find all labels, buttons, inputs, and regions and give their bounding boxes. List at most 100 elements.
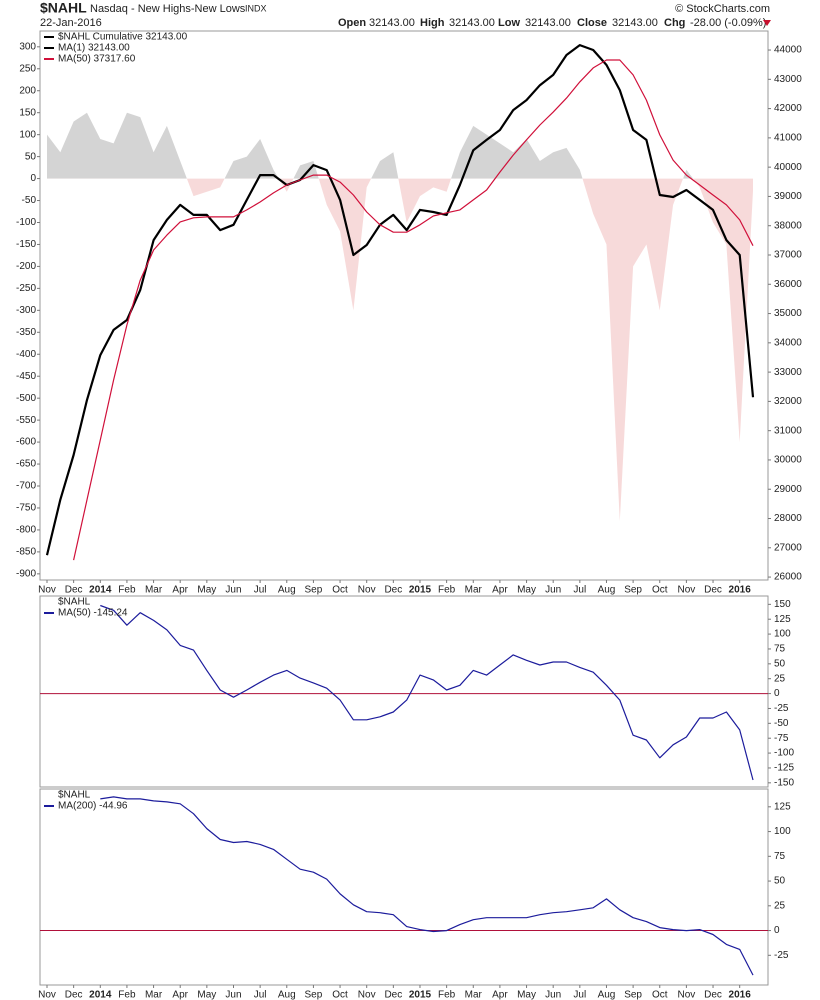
x-tick-label: Nov xyxy=(358,585,376,596)
x-tick-label: Jul xyxy=(573,585,586,596)
ohlc-label: High xyxy=(420,17,445,29)
y-tick-label: 200 xyxy=(19,85,36,96)
ohlc-label: Chg xyxy=(664,17,685,29)
y-tick-label: 100 xyxy=(774,629,791,640)
x-tick-label: Mar xyxy=(145,585,163,596)
x-tick-label: Apr xyxy=(172,585,188,596)
y-tick-label: 300 xyxy=(19,41,36,52)
x-tick-label: Jul xyxy=(254,585,267,596)
legend-swatch xyxy=(44,58,54,60)
date: 22-Jan-2016 xyxy=(40,17,102,29)
x-tick-label: Mar xyxy=(145,990,163,1000)
x-tick-label: Oct xyxy=(332,585,348,596)
legend-label: MA(200) -44.96 xyxy=(58,801,128,812)
y2-tick-label: 35000 xyxy=(774,308,802,319)
y-tick-label: -700 xyxy=(16,481,36,492)
y-tick-label: 25 xyxy=(774,900,786,911)
ma1-line xyxy=(46,44,754,556)
x-tick-label: Dec xyxy=(704,990,722,1000)
x-tick-label: Jun xyxy=(225,990,241,1000)
plot-frame xyxy=(39,30,769,581)
x-tick-label: May xyxy=(517,585,536,596)
x-tick-label: Apr xyxy=(492,585,508,596)
y2-tick-label: 30000 xyxy=(774,455,802,466)
y-tick-label: 0 xyxy=(30,173,36,184)
x-tick-label: Aug xyxy=(598,990,616,1000)
x-tick-label: Sep xyxy=(305,585,323,596)
x-tick-label: Apr xyxy=(492,990,508,1000)
legend-label: MA(50) -145.24 xyxy=(58,608,128,619)
y-tick-label: -300 xyxy=(16,305,36,316)
x-tick-label: Oct xyxy=(652,990,668,1000)
x-tick-label: May xyxy=(517,990,536,1000)
x-tick-label: Feb xyxy=(438,585,456,596)
description: Nasdaq - New Highs-New Lows xyxy=(90,3,246,15)
legend-swatch xyxy=(44,36,54,38)
x-tick-label: Sep xyxy=(305,990,323,1000)
exchange: INDX xyxy=(245,3,267,13)
y-tick-label: -350 xyxy=(16,327,36,338)
y-tick-label: -100 xyxy=(774,748,794,759)
y2-tick-label: 27000 xyxy=(774,542,802,553)
y-tick-label: -50 xyxy=(22,195,37,206)
x-tick-label: Jun xyxy=(545,990,561,1000)
x-tick-label: Jul xyxy=(254,990,267,1000)
y-tick-label: 125 xyxy=(774,614,791,625)
credit: © StockCharts.com xyxy=(675,3,770,15)
legend-label: $NAHL Cumulative 32143.00 xyxy=(58,32,188,43)
y-tick-label: 50 xyxy=(25,151,37,162)
y-tick-label: -650 xyxy=(16,459,36,470)
y-tick-label: -850 xyxy=(16,547,36,558)
y-tick-label: 100 xyxy=(19,129,36,140)
y2-tick-label: 38000 xyxy=(774,220,802,231)
y2-tick-label: 39000 xyxy=(774,191,802,202)
symbol: $NAHL xyxy=(40,0,87,16)
ma-line xyxy=(100,604,754,781)
legend-swatch xyxy=(44,805,54,807)
plot-frame xyxy=(39,595,769,788)
x-tick-label: Feb xyxy=(118,585,136,596)
y2-tick-label: 33000 xyxy=(774,367,802,378)
panel: -900-850-800-750-700-650-600-550-500-450… xyxy=(16,30,802,596)
x-tick-label: 2015 xyxy=(409,585,432,596)
y-tick-label: 0 xyxy=(774,688,780,699)
y2-tick-label: 42000 xyxy=(774,103,802,114)
ohlc-value: 32143.00 xyxy=(525,17,571,29)
y-tick-label: -75 xyxy=(774,733,789,744)
x-tick-label: Oct xyxy=(332,990,348,1000)
y-tick-label: -750 xyxy=(16,503,36,514)
ohlc-label: Open xyxy=(338,17,366,29)
y2-tick-label: 29000 xyxy=(774,484,802,495)
x-tick-label: 2016 xyxy=(729,585,752,596)
ohlc-value: 32143.00 xyxy=(612,17,658,29)
x-tick-label: Nov xyxy=(38,585,56,596)
x-tick-label: 2014 xyxy=(89,990,112,1000)
y-tick-label: -150 xyxy=(16,239,36,250)
x-tick-label: 2015 xyxy=(409,990,432,1000)
y-tick-label: -125 xyxy=(774,763,794,774)
x-tick-label: Mar xyxy=(465,990,483,1000)
y-tick-label: 50 xyxy=(774,876,786,887)
y-tick-label: -150 xyxy=(774,777,794,788)
y-tick-label: -400 xyxy=(16,349,36,360)
x-tick-label: Jun xyxy=(545,585,561,596)
x-tick-label: May xyxy=(197,585,216,596)
plot-frame xyxy=(39,788,769,986)
x-tick-label: Apr xyxy=(172,990,188,1000)
y-tick-label: -25 xyxy=(774,950,789,961)
x-tick-label: Dec xyxy=(704,585,722,596)
ohlc-label: Low xyxy=(498,17,520,29)
y2-tick-label: 32000 xyxy=(774,396,802,407)
y-tick-label: 100 xyxy=(774,826,791,837)
x-tick-label: Sep xyxy=(624,990,642,1000)
x-tick-label: Aug xyxy=(598,585,616,596)
x-tick-label: Jun xyxy=(225,585,241,596)
ma-line xyxy=(100,796,754,976)
y2-tick-label: 37000 xyxy=(774,250,802,261)
y-tick-label: 150 xyxy=(19,107,36,118)
x-tick-label: Feb xyxy=(438,990,456,1000)
x-tick-label: May xyxy=(197,990,216,1000)
y-tick-label: 125 xyxy=(774,801,791,812)
y-tick-label: 25 xyxy=(774,673,786,684)
